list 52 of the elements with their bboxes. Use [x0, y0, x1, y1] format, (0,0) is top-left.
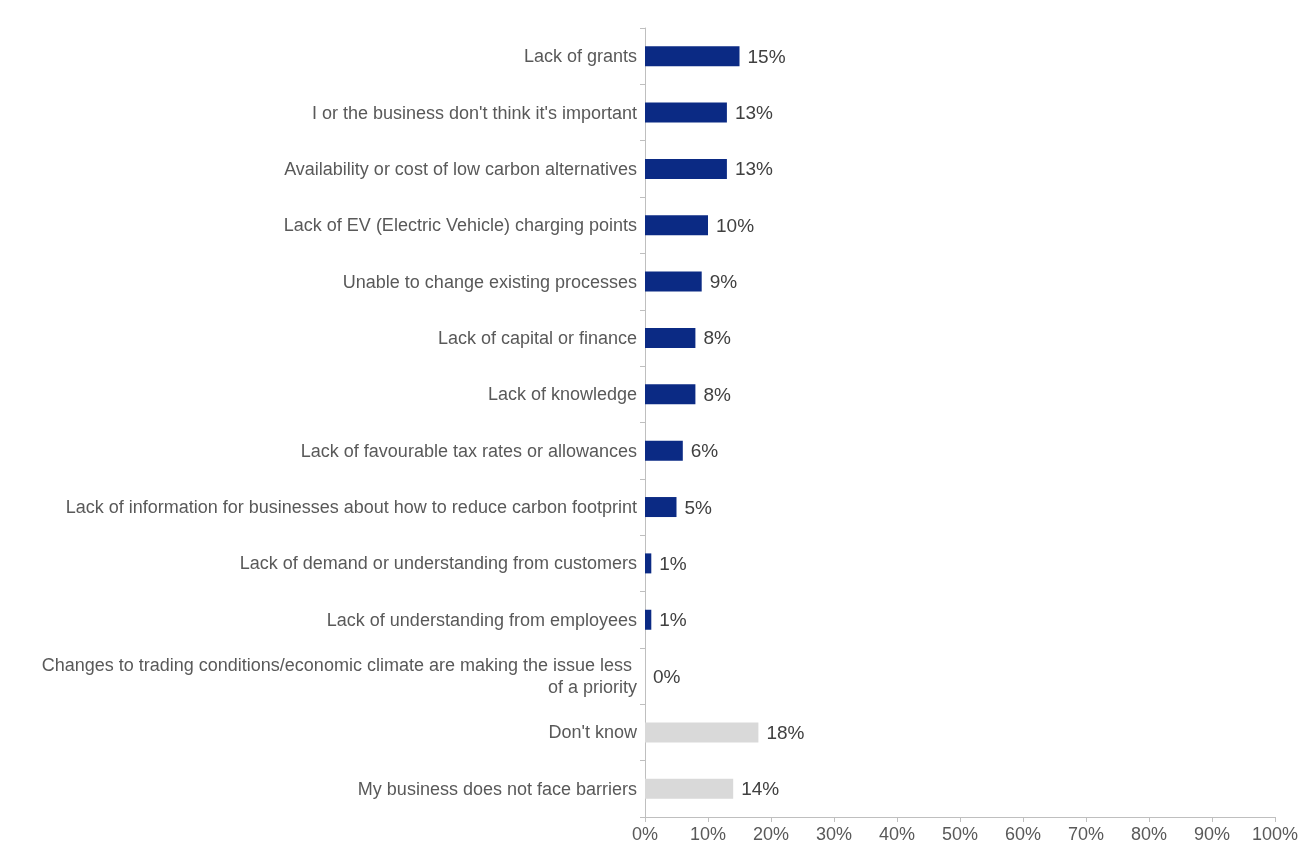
bar	[645, 722, 759, 743]
x-tick-label: 40%	[878, 824, 916, 844]
bar	[645, 327, 696, 348]
bar	[645, 271, 702, 292]
y-tick-label: Lack of demand or understanding from customers	[239, 553, 637, 574]
x-tick-label: 20%	[752, 824, 790, 844]
y-tick-label: Lack of capital or finance	[437, 327, 637, 348]
y-tick-label: Lack of grants	[523, 46, 637, 67]
bar	[645, 497, 677, 518]
bar	[645, 215, 708, 236]
x-tick-label: 50%	[941, 824, 979, 844]
bar	[645, 102, 727, 123]
data-label: 10%	[716, 214, 755, 236]
data-label: 18%	[766, 721, 805, 743]
data-label: 15%	[747, 45, 786, 67]
y-tick-label: Lack of EV (Electric Vehicle) charging points	[283, 215, 637, 236]
data-label: 13%	[734, 102, 774, 124]
x-tick-label: 100%	[1251, 824, 1299, 844]
data-label: 8%	[703, 327, 731, 349]
data-label: 0%	[653, 665, 681, 687]
x-tick-label: 70%	[1067, 824, 1105, 844]
data-label: 6%	[690, 440, 719, 462]
data-label: 1%	[659, 552, 687, 574]
x-tick-label: 0%	[631, 824, 659, 844]
y-tick-label: Changes to trading conditions/economic climate are making the issue less of a priority	[41, 655, 637, 698]
data-label: 5%	[684, 496, 713, 518]
bar	[645, 609, 652, 630]
y-tick-label: Lack of knowledge	[487, 384, 637, 405]
y-tick-label: Lack of information for businesses about how to reduce carbon footprint	[65, 497, 637, 518]
data-label: 1%	[659, 609, 687, 631]
data-label: 13%	[734, 158, 774, 180]
bar	[645, 384, 696, 405]
data-label: 14%	[741, 778, 780, 800]
y-tick-label: Lack of understanding from employees	[326, 609, 637, 630]
data-label: 9%	[709, 271, 738, 293]
x-tick-label: 90%	[1193, 824, 1231, 844]
y-tick-label: My business does not face barriers	[357, 778, 637, 799]
y-tick-label: I or the business don't think it's important	[311, 102, 637, 123]
y-tick-label: Lack of favourable tax rates or allowances	[300, 440, 637, 461]
x-tick-label: 80%	[1130, 824, 1168, 844]
bar	[645, 46, 740, 67]
x-tick-label: 60%	[1004, 824, 1042, 844]
bar	[645, 158, 727, 179]
y-tick-label: Availability or cost of low carbon alternatives	[284, 158, 637, 179]
x-tick-label: 30%	[815, 824, 853, 844]
bar	[645, 553, 652, 574]
bar	[645, 778, 734, 799]
data-label: 8%	[703, 383, 731, 405]
y-tick-label: Don't know	[548, 722, 638, 743]
bar	[645, 440, 683, 461]
x-tick-label: 10%	[689, 824, 727, 844]
y-tick-label: Unable to change existing processes	[342, 271, 637, 292]
